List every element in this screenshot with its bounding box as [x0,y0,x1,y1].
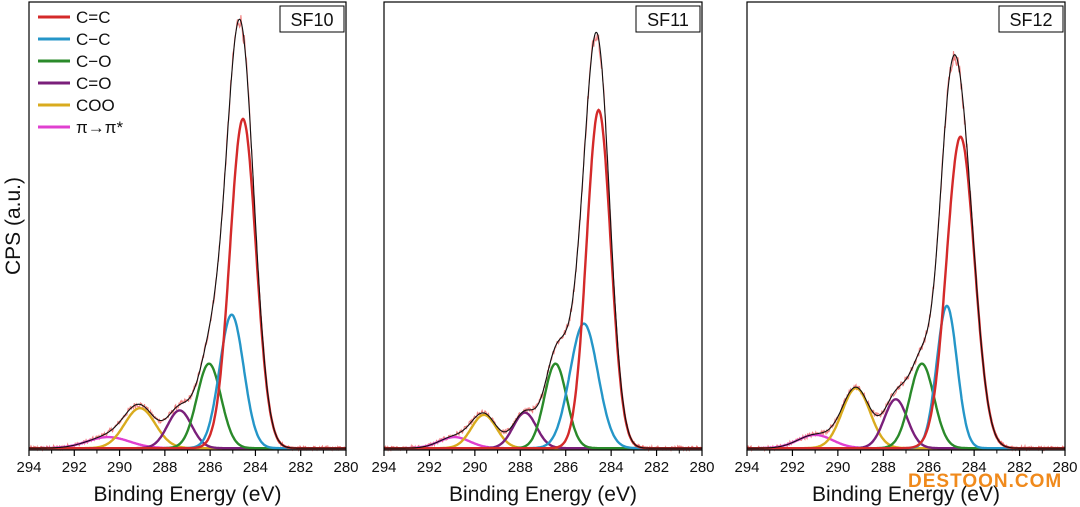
panel-title: SF12 [1009,10,1052,30]
legend-label: C−O [76,52,111,71]
x-tick-label: 294 [371,459,396,476]
legend-label: C=O [76,74,111,93]
plot-frame [746,1,1066,451]
panel-sf11: 294 292 290 288 286 284 282 280 Binding Energy (… [371,1,715,506]
peak-C−O [747,362,1065,450]
x-tick-label: 284 [599,459,624,476]
envelope-line [29,18,346,449]
x-tick-label: 294 [734,459,759,476]
x-tick-label: 288 [152,459,177,476]
peak-C−C [747,304,1065,450]
y-axis-label: CPS (a.u.) [2,177,25,275]
legend-item: C=C [38,8,110,27]
x-tick-label: 286 [553,459,578,476]
x-tick-label: 282 [288,459,313,476]
x-tick-label: 290 [107,459,132,476]
envelope-line [747,54,1065,449]
peak-C−C [384,322,702,450]
panel-title-box [635,5,701,33]
panel-title-box [998,5,1064,33]
x-tick-label: 290 [825,459,850,476]
legend-item: C−O [38,52,111,71]
x-tick-label: 288 [508,459,533,476]
legend-item: COO [38,96,115,115]
envelope-line [384,31,702,449]
legend-item: π→π* [38,118,123,137]
peak-C=C [384,108,702,450]
raw-data-line [747,51,1065,452]
x-tick-label: 288 [871,459,896,476]
peak-C−C [29,313,346,450]
x-tick-label: 284 [962,459,987,476]
x-tick-label: 282 [1007,459,1032,476]
legend-label: C=C [76,8,110,27]
legend-item: C=O [38,74,111,93]
legend-label: π→π* [76,118,123,137]
peak-C=C [29,117,346,450]
x-axis-label: Binding Energy (eV) [94,483,282,506]
panel-title: SF10 [290,10,333,30]
x-tick-label: 280 [333,459,358,476]
peak-COO [29,407,346,450]
plot-frame [383,1,703,451]
peak-C−O [29,362,346,450]
x-tick-label: 292 [417,459,442,476]
x-tick-label: 286 [198,459,223,476]
raw-data-line [384,33,702,452]
x-tick-label: 280 [1052,459,1077,476]
x-tick-label: 282 [644,459,669,476]
watermark: DESTOON.COM [908,471,1063,492]
x-tick-label: 286 [916,459,941,476]
x-tick-label: 292 [780,459,805,476]
panel-title: SF11 [647,10,689,30]
panel-title-box [279,5,345,33]
x-tick-label: 294 [16,459,41,476]
panel-sf10: 294 292 290 288 286 284 282 280 Binding Energy (… [16,1,359,506]
x-tick-label: 280 [689,459,714,476]
x-tick-label: 292 [62,459,87,476]
peak-C=C [747,135,1065,450]
x-axis-label: Binding Energy (eV) [449,483,637,506]
legend-label: C−C [76,30,110,49]
panel-sf12: 294 292 290 288 286 284 282 280 Binding Energy (… [734,1,1078,506]
legend: C=C C−C C−O C=O COO π→π* [38,8,123,137]
x-tick-label: 284 [243,459,268,476]
legend-item: C−C [38,30,110,49]
panels: 294 292 290 288 286 284 282 280 Binding Energy (… [16,1,1078,506]
legend-label: COO [76,96,115,115]
x-tick-label: 290 [462,459,487,476]
x-axis-label: Binding Energy (eV) [812,483,1000,506]
